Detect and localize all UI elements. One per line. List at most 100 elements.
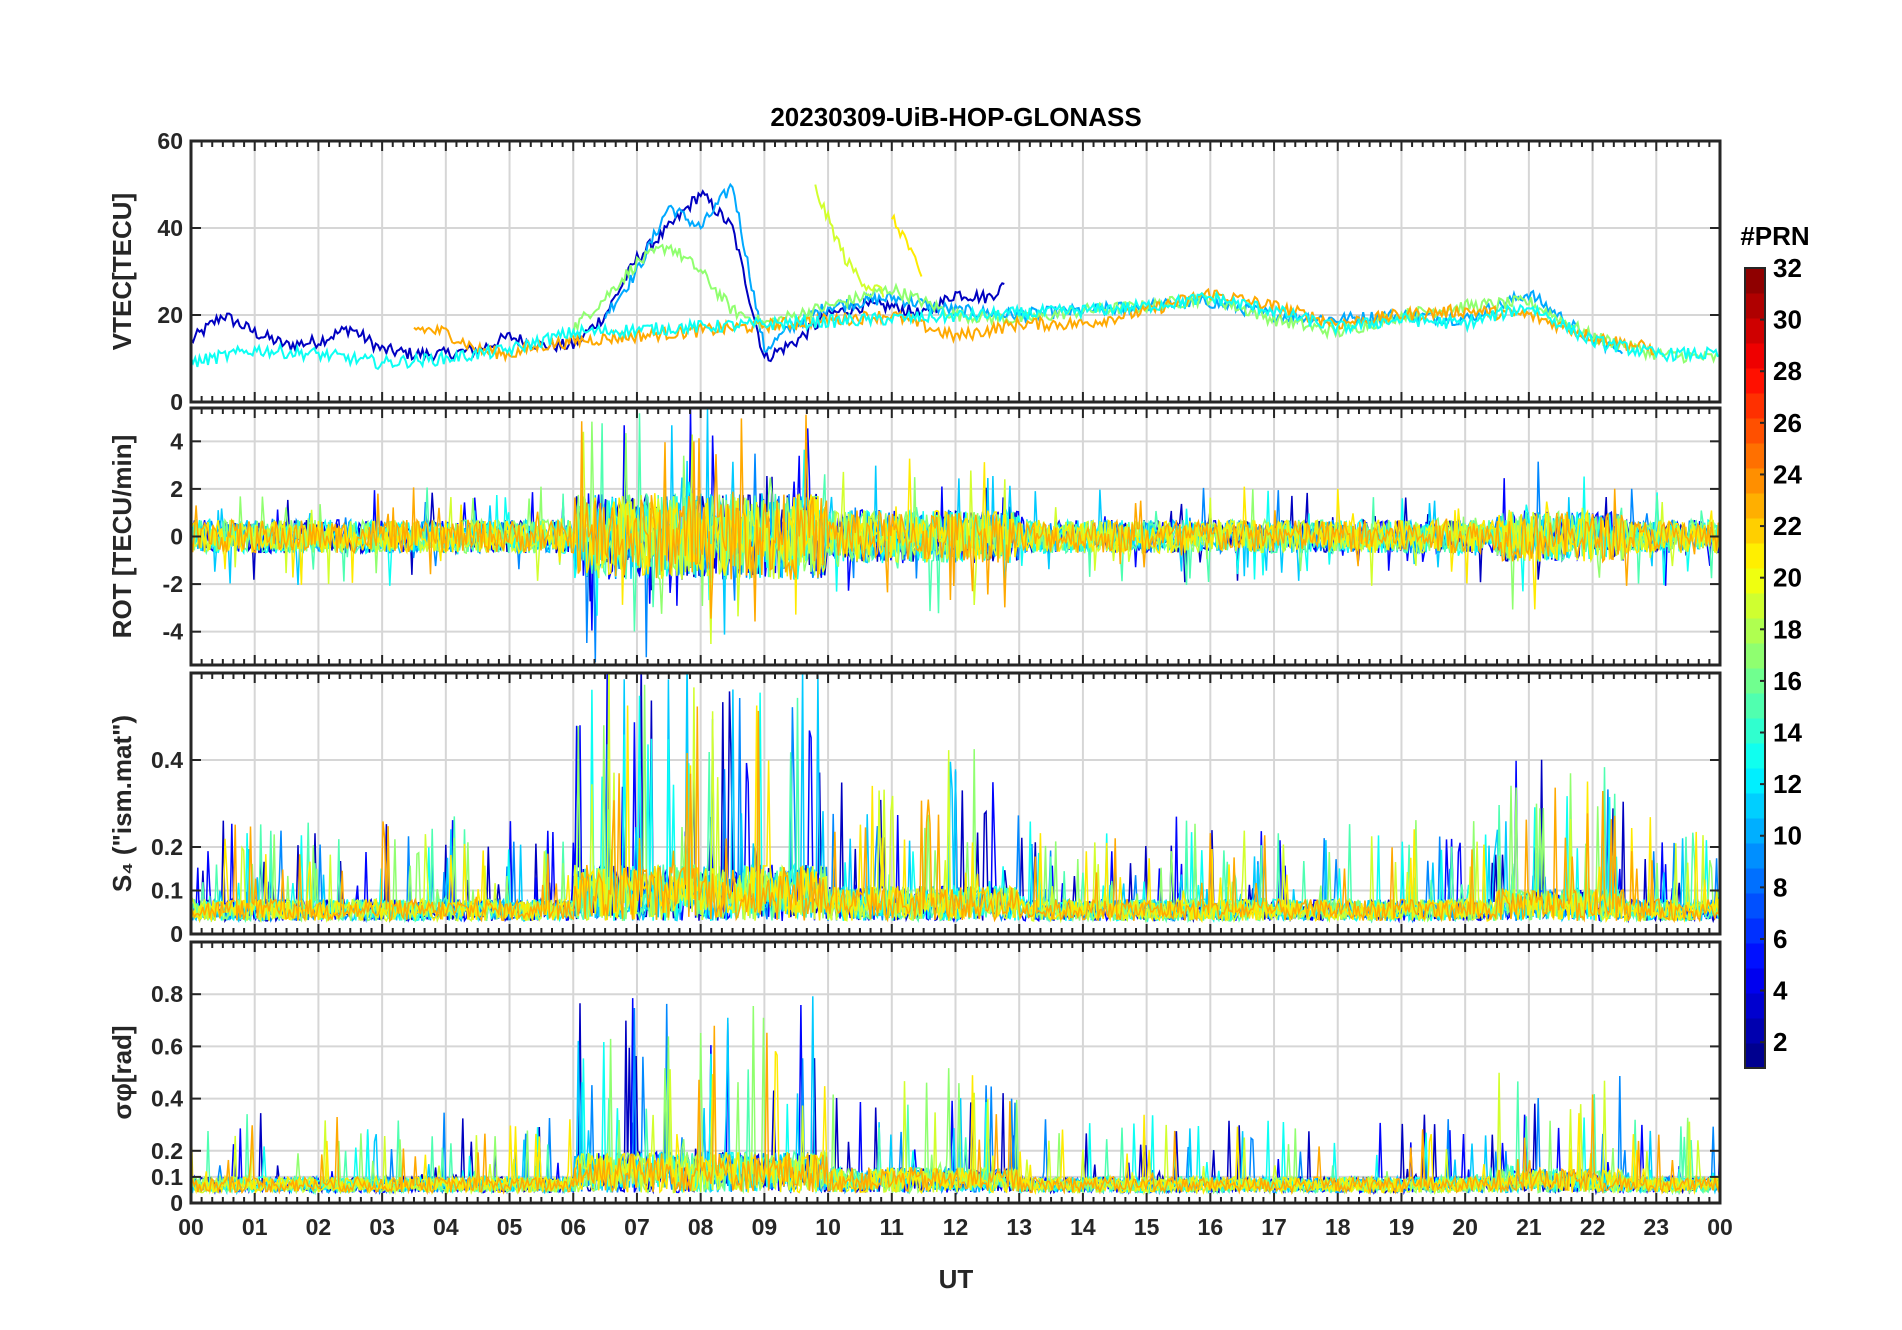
x-minor-ticks [190, 673, 1721, 934]
colorbar-frame [1744, 267, 1766, 1069]
y-tick-label: 0 [170, 1190, 183, 1216]
colorbar-segment [1745, 443, 1765, 469]
vtec-series-prn-13 [191, 290, 1719, 371]
x-tick-label: 23 [1643, 1214, 1669, 1240]
colorbar-tick-label: 16 [1773, 666, 1802, 696]
x-tick-label: 00 [1707, 1214, 1733, 1240]
s4-series-prn-23 [191, 706, 1720, 924]
x-tick-label: 14 [1070, 1214, 1096, 1240]
colorbar-tick-label: 4 [1773, 976, 1788, 1006]
panel-vtec: 0 20 40 60 VTEC[TECU] [107, 128, 1722, 415]
x-tick-label: 00 [178, 1214, 204, 1240]
colorbar-segment [1745, 968, 1765, 994]
y-axis-label-rot: ROT [TECU/min] [107, 435, 137, 639]
colorbar-segment [1745, 893, 1765, 919]
colorbar-tick-label: 20 [1773, 563, 1802, 593]
series-group [191, 408, 1720, 663]
colorbar-tick-label: 24 [1773, 459, 1802, 489]
colorbar-tick-label: 32 [1773, 253, 1802, 283]
x-tick-label: 11 [880, 1214, 905, 1240]
vtec-series-prn-17 [572, 243, 1719, 364]
y-tick-label: 0.1 [151, 878, 183, 904]
y-tick-label: -4 [163, 619, 184, 645]
colorbar-tick-label: 14 [1773, 718, 1802, 748]
y-axis-label-s4: S₄ ("ism.mat") [107, 715, 137, 892]
colorbar-segment [1745, 493, 1765, 519]
rot-series-prn-23 [191, 414, 1720, 622]
colorbar-tick-label: 8 [1773, 872, 1787, 902]
x-tick-label: 15 [1134, 1214, 1160, 1240]
colorbar-segment [1745, 293, 1765, 319]
sigma_phi-series-prn-23 [191, 1025, 1720, 1196]
y-tick-label: 0.6 [151, 1033, 183, 1059]
x-tick-label: 07 [624, 1214, 650, 1240]
colorbar-segment [1745, 518, 1765, 544]
colorbar-segment [1745, 1043, 1765, 1069]
y-tick-label: 0.8 [151, 981, 183, 1007]
y-tick-label: 0.1 [151, 1164, 183, 1190]
x-axis-label: UT [939, 1264, 974, 1294]
colorbar-segment [1745, 818, 1765, 844]
colorbar-segment [1745, 693, 1765, 719]
x-tick-labels: 00 01 02 03 04 05 06 07 08 09 10 11 12 13 14 15 16 17 18 19… [178, 1214, 1733, 1240]
colorbar-segment [1745, 593, 1765, 619]
x-tick-label: 16 [1198, 1214, 1224, 1240]
colorbar-segment [1745, 718, 1765, 744]
sigma_phi-series-prn-21 [191, 1051, 1720, 1196]
colorbar-segment [1745, 843, 1765, 869]
x-tick-label: 21 [1516, 1214, 1542, 1240]
colorbar-segment [1745, 368, 1765, 394]
y-axis-label-vtec: VTEC[TECU] [107, 193, 137, 350]
x-minor-ticks [190, 141, 1721, 402]
panel-sigma_phi: 00.10.2 0.4 0.6 0.8 σφ[rad] [107, 940, 1722, 1216]
colorbar-segment [1745, 943, 1765, 969]
y-tick-label: 4 [170, 428, 183, 454]
y-tick-label: -2 [163, 571, 183, 597]
colorbar-segment [1745, 918, 1765, 944]
x-tick-label: 19 [1389, 1214, 1415, 1240]
y-tick-label: 0 [170, 389, 183, 415]
colorbar-segment [1745, 668, 1765, 694]
vtec-series-prn-21 [890, 213, 923, 277]
x-tick-label: 22 [1580, 1214, 1606, 1240]
colorbar-segment [1745, 868, 1765, 894]
y-tick-label: 60 [157, 128, 183, 154]
series-group [191, 996, 1720, 1196]
y-tick-label: 0 [170, 524, 183, 550]
x-tick-label: 04 [433, 1214, 459, 1240]
x-tick-label: 13 [1006, 1214, 1032, 1240]
x-tick-label: 03 [369, 1214, 395, 1240]
y-tick-label: 40 [157, 215, 183, 241]
colorbar-segment [1745, 418, 1765, 444]
y-axis-label-sigma_phi: σφ[rad] [107, 1025, 137, 1119]
y-tick-label: 0.4 [151, 1086, 183, 1112]
x-tick-label: 18 [1325, 1214, 1351, 1240]
y-tick-label: 0.4 [151, 747, 183, 773]
colorbar-segment [1745, 568, 1765, 594]
x-tick-label: 06 [560, 1214, 586, 1240]
colorbar-tick-label: 10 [1773, 821, 1802, 851]
colorbar-tick-label: 26 [1773, 408, 1802, 438]
chart-title: 20230309-UiB-HOP-GLONASS [770, 102, 1141, 132]
y-tick-label: 0 [170, 921, 183, 947]
vtec-series-prn-19 [814, 184, 885, 298]
colorbar-tick-label: 2 [1773, 1027, 1787, 1057]
colorbar-segment [1745, 543, 1765, 569]
colorbar-segment [1745, 743, 1765, 769]
x-minor-ticks [190, 942, 1721, 1203]
colorbar-segment [1745, 268, 1765, 294]
x-tick-label: 08 [688, 1214, 714, 1240]
s4-series-prn-21 [191, 705, 1720, 924]
colorbar-tick-label: 22 [1773, 511, 1802, 541]
colorbar-tick-label: 12 [1773, 769, 1802, 799]
x-minor-ticks [190, 408, 1721, 665]
series-group [191, 182, 1719, 371]
colorbar-segment [1745, 768, 1765, 794]
colorbar-tick-label: 30 [1773, 305, 1802, 335]
x-tick-label: 10 [815, 1214, 841, 1240]
y-tick-label: 0.2 [151, 1138, 183, 1164]
colorbar-segment [1745, 468, 1765, 494]
